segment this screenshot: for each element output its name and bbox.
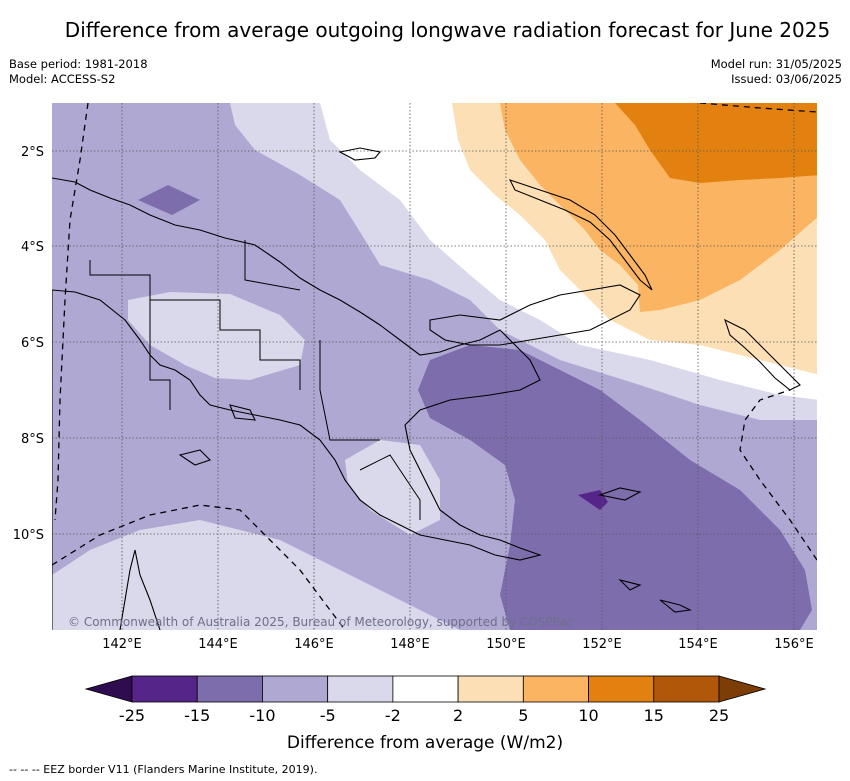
lat-label: 4°S	[21, 240, 44, 255]
new-ireland-coast	[508, 179, 653, 291]
map-panel: © Commonwealth of Australia 2025, Bureau…	[52, 103, 817, 630]
colorbar-segment	[131, 675, 198, 703]
anomaly-region-light-highlands	[128, 292, 305, 380]
lon-label: 142°E	[102, 637, 142, 652]
lon-label: 150°E	[486, 637, 526, 652]
colorbar-over-arrow	[718, 675, 767, 703]
eez-border-east	[739, 389, 817, 561]
anomaly-region-light-southeast	[345, 440, 440, 535]
lat-label: 8°S	[21, 432, 44, 447]
coastlines	[52, 147, 801, 630]
colorbar-tick-label: 5	[518, 706, 528, 725]
map-title: Difference from average outgoing longwav…	[64, 18, 831, 42]
island-coasts	[597, 487, 692, 613]
colorbar-segment	[457, 675, 524, 703]
lon-label: 152°E	[582, 637, 622, 652]
model-run: Model run: 31/05/2025	[710, 57, 842, 71]
colorbar-tick-label: 10	[578, 706, 598, 725]
lon-label: 144°E	[198, 637, 238, 652]
colorbar-tick-label: -5	[320, 706, 336, 725]
model-name: Model: ACCESS-S2	[9, 72, 116, 86]
eez-border-north	[699, 103, 817, 113]
anomaly-region-negative-northwest	[138, 185, 200, 215]
eez-border-west	[54, 103, 89, 521]
anomaly-region-light-southwest	[52, 520, 460, 630]
torres-strait-coasts	[178, 404, 256, 466]
colorbar-tick-label: -2	[385, 706, 401, 725]
lat-label: 10°S	[13, 528, 44, 543]
lon-label: 146°E	[294, 637, 334, 652]
anomaly-region-strong-positive	[615, 103, 817, 183]
colorbar-segment	[262, 675, 329, 703]
graticule	[52, 103, 817, 630]
colorbar-segment	[196, 675, 263, 703]
lon-label: 148°E	[390, 637, 430, 652]
new-guinea-coast	[52, 177, 542, 561]
lat-label: 6°S	[21, 336, 44, 351]
colorbar-tick-label: -10	[249, 706, 275, 725]
colorbar-under-arrow	[84, 675, 133, 703]
copyright-notice: © Commonwealth of Australia 2025, Bureau…	[68, 615, 573, 629]
colorbar-tick-label: -15	[184, 706, 210, 725]
lon-label: 154°E	[678, 637, 718, 652]
lon-label: 156°E	[774, 637, 814, 652]
colorbar-tick-label: 2	[453, 706, 463, 725]
colorbar-tick-label: -25	[119, 706, 145, 725]
new-britain-coast	[429, 284, 641, 346]
colorbar-tick-label: 25	[709, 706, 729, 725]
meta-right: Model run: 31/05/2025 Issued: 03/06/2025	[711, 57, 842, 87]
eez-borders	[52, 103, 817, 630]
colorbar-tick-label: 15	[644, 706, 664, 725]
eez-footnote: -- -- -- EEZ border V11 (Flanders Marine…	[9, 763, 318, 776]
lat-label: 2°S	[21, 145, 44, 160]
colorbar-segment	[653, 675, 720, 703]
colorbar-segment	[588, 675, 655, 703]
eez-border-south	[52, 504, 346, 630]
colorbar-segment	[522, 675, 589, 703]
cape-york-coast	[119, 549, 161, 630]
base-period: Base period: 1981-2018	[9, 57, 148, 71]
meta-left: Base period: 1981-2018 Model: ACCESS-S2	[9, 57, 148, 87]
bougainville-coast	[724, 318, 801, 391]
province-borders	[89, 240, 421, 520]
issued-date: Issued: 03/06/2025	[731, 72, 842, 86]
colorbar-segment	[327, 675, 394, 703]
colorbar-segment	[392, 675, 459, 703]
colorbar: -25 -15 -10 -5 -2 2 5 10 15 25	[84, 675, 767, 725]
manus-coast	[338, 147, 382, 161]
colorbar-label: Difference from average (W/m2)	[286, 733, 564, 753]
